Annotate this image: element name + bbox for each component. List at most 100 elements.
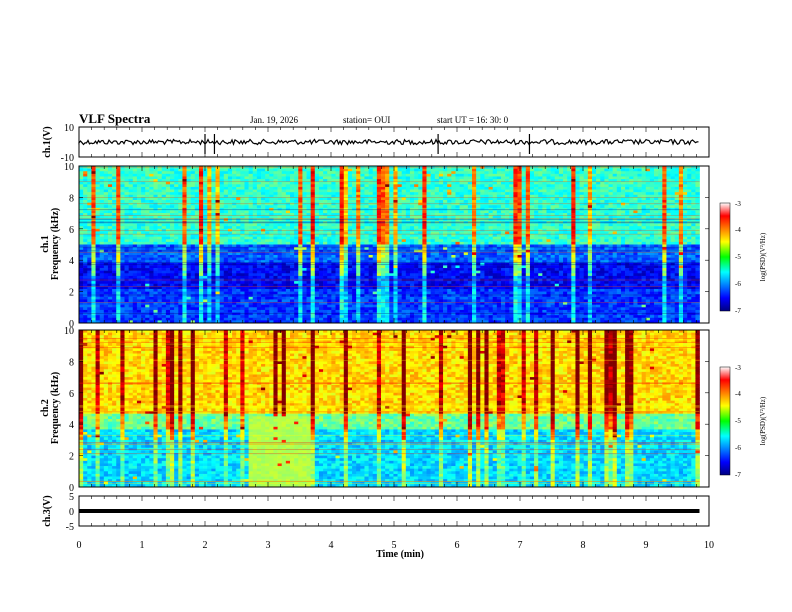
spectrogram-cell: [484, 169, 488, 172]
spectrogram-cell: [244, 200, 248, 203]
spectrogram-cell: [406, 205, 410, 208]
spectrogram-cell: [633, 200, 637, 203]
spectrogram-cell: [538, 174, 542, 177]
spectrogram-cell: [443, 176, 447, 179]
spectrogram-cell: [352, 182, 356, 185]
spectrogram-cell: [216, 200, 220, 203]
spectrogram-cell: [671, 187, 675, 190]
spectrogram-cell: [513, 184, 517, 187]
spectrogram-cell: [501, 192, 505, 195]
spectrogram-cell: [464, 197, 468, 200]
spectrogram-cell: [166, 197, 170, 200]
spectrogram-cell: [96, 210, 100, 213]
spectrogram-cell: [551, 197, 555, 200]
spectrogram-cell: [679, 187, 683, 190]
spectrogram-cell: [315, 169, 319, 172]
spectrogram-cell: [431, 169, 435, 172]
spectrogram-cell: [199, 184, 203, 187]
spectrogram-cell: [249, 208, 253, 211]
spectrogram-cell: [373, 184, 377, 187]
spectrogram-cell: [261, 187, 265, 190]
spectrogram-cell: [87, 187, 91, 190]
spectrogram-cell: [166, 192, 170, 195]
spectrogram-cell: [633, 208, 637, 211]
spectrogram-cell: [91, 208, 95, 211]
spectrogram-cell: [149, 176, 153, 179]
spectrogram-cell: [613, 174, 617, 177]
spectrogram-cell: [265, 203, 269, 206]
spectrogram-cell: [609, 203, 613, 206]
spectrogram-cell: [480, 174, 484, 177]
spectrogram-cell: [224, 176, 228, 179]
spectrogram-cell: [323, 197, 327, 200]
spectrogram-cell: [96, 184, 100, 187]
spectrogram-cell: [530, 182, 534, 185]
spectrogram-cell: [149, 200, 153, 203]
spectrogram-cell: [360, 192, 364, 195]
spectrogram-cell: [352, 203, 356, 206]
spectrogram-cell: [340, 205, 344, 208]
spectrogram-cell: [398, 190, 402, 193]
spectrogram-cell: [236, 176, 240, 179]
spectrogram-cell: [563, 205, 567, 208]
spectrogram-cell: [385, 192, 389, 195]
spectrogram-cell: [282, 174, 286, 177]
spectrogram-cell: [352, 190, 356, 193]
spectrogram-cell: [79, 192, 83, 195]
spectrogram-cell: [220, 197, 224, 200]
spectrogram-cell: [431, 203, 435, 206]
spectrogram-cell: [455, 190, 459, 193]
spectrogram-cell: [360, 174, 364, 177]
spectrogram-cell: [323, 192, 327, 195]
spectrogram-cell: [580, 190, 584, 193]
spectrogram-cell: [340, 203, 344, 206]
spectrogram-cell: [116, 205, 120, 208]
spectrogram-cell: [650, 197, 654, 200]
spectrogram-cell: [613, 205, 617, 208]
spectrogram-cell: [116, 192, 120, 195]
spectrogram-cell: [633, 169, 637, 172]
spectrogram-cell: [187, 174, 191, 177]
spectrogram-cell: [493, 203, 497, 206]
spectrogram-cell: [182, 205, 186, 208]
spectrogram-cell: [443, 200, 447, 203]
spectrogram-cell: [534, 192, 538, 195]
spectrogram-cell: [538, 203, 542, 206]
spectrogram-cell: [389, 182, 393, 185]
spectrogram-cell: [518, 200, 522, 203]
spectrogram-cell: [174, 205, 178, 208]
spectrogram-cell: [373, 200, 377, 203]
spectrogram-cell: [427, 174, 431, 177]
spectrogram-cell: [360, 171, 364, 174]
spectrogram-cell: [484, 192, 488, 195]
spectrogram-cell: [187, 197, 191, 200]
spectrogram-cell: [571, 182, 575, 185]
spectrogram-cell: [414, 200, 418, 203]
spectrogram-cell: [451, 192, 455, 195]
spectrogram-cell: [642, 190, 646, 193]
spectrogram-cell: [96, 169, 100, 172]
spectrogram-cell: [199, 171, 203, 174]
spectrogram-cell: [369, 200, 373, 203]
spectrogram-cell: [153, 190, 157, 193]
spectrogram-cell: [509, 192, 513, 195]
spectrogram-cell: [170, 184, 174, 187]
spectrogram-cell: [129, 187, 133, 190]
spectrogram-cell: [406, 190, 410, 193]
spectrogram-cell: [261, 171, 265, 174]
spectrogram-cell: [671, 176, 675, 179]
spectrogram-cell: [224, 169, 228, 172]
spectrogram-cell: [149, 208, 153, 211]
spectrogram-cell: [141, 190, 145, 193]
spectrogram-cell: [691, 200, 695, 203]
spectrogram-cell: [501, 171, 505, 174]
spectrogram-cell: [637, 174, 641, 177]
spectrogram-cell: [116, 176, 120, 179]
spectrogram-cell: [273, 187, 277, 190]
spectrogram-cell: [480, 197, 484, 200]
spectrogram-cell: [584, 197, 588, 200]
spectrogram-cell: [522, 205, 526, 208]
spectrogram-cell: [406, 208, 410, 211]
spectrogram-cell: [153, 174, 157, 177]
spectrogram-cell: [567, 203, 571, 206]
